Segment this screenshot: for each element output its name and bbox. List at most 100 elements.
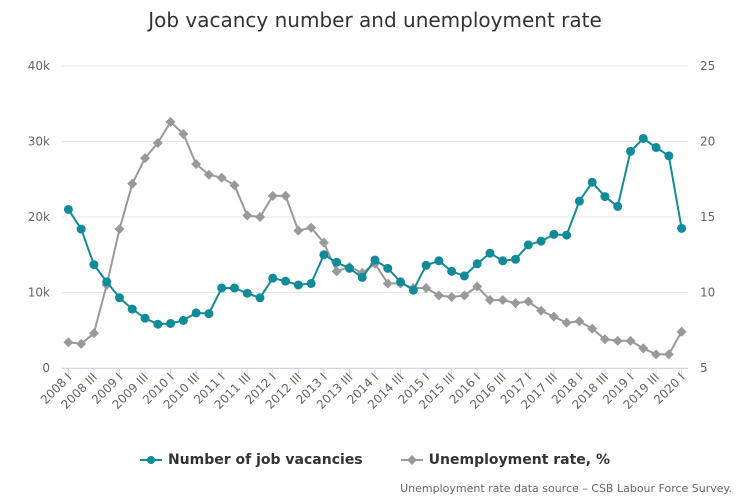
data-point-job-vacancies (242, 288, 252, 298)
data-point-unemployment-rate (318, 237, 329, 248)
data-point-job-vacancies (562, 230, 572, 240)
data-point-unemployment-rate (178, 128, 189, 139)
data-point-job-vacancies (549, 229, 559, 239)
data-point-job-vacancies (638, 133, 648, 143)
data-point-job-vacancies (677, 223, 687, 233)
data-point-job-vacancies (344, 263, 354, 273)
data-point-unemployment-rate (561, 317, 572, 328)
data-point-job-vacancies (459, 271, 469, 281)
data-point-job-vacancies (357, 272, 367, 282)
data-point-unemployment-rate (63, 337, 74, 348)
data-point-unemployment-rate (306, 222, 317, 233)
y-tick-label-left: 30k (28, 135, 50, 149)
data-point-job-vacancies (613, 201, 623, 211)
data-point-unemployment-rate (191, 159, 202, 170)
data-point-job-vacancies (191, 308, 201, 318)
data-point-job-vacancies (153, 319, 163, 329)
data-point-unemployment-rate (76, 338, 87, 349)
data-point-unemployment-rate (114, 224, 125, 235)
data-point-job-vacancies (166, 318, 176, 328)
data-point-unemployment-rate (574, 316, 585, 327)
data-point-unemployment-rate (255, 212, 266, 222)
legend-item-unemployment-rate[interactable]: Unemployment rate, % (400, 452, 611, 468)
data-point-unemployment-rate (472, 281, 483, 292)
data-point-unemployment-rate (88, 328, 99, 339)
data-point-job-vacancies (114, 293, 124, 303)
data-point-unemployment-rate (382, 278, 393, 289)
legend-label: Unemployment rate, % (428, 452, 611, 468)
data-point-job-vacancies (600, 192, 610, 202)
data-point-job-vacancies (408, 285, 418, 295)
y-tick-label-right: 10 (700, 286, 715, 300)
data-point-job-vacancies (319, 250, 329, 260)
data-point-unemployment-rate (203, 169, 214, 180)
data-point-unemployment-rate (229, 180, 240, 191)
data-point-job-vacancies (536, 236, 546, 246)
data-point-unemployment-rate (140, 153, 151, 164)
data-point-unemployment-rate (523, 296, 534, 307)
source-credit: Unemployment rate data source – CSB Labo… (400, 482, 732, 495)
data-point-unemployment-rate (267, 190, 278, 201)
data-point-job-vacancies (421, 260, 431, 270)
legend-item-job-vacancies[interactable]: Number of job vacancies (139, 452, 363, 468)
diamond-marker-icon (400, 455, 423, 465)
data-point-unemployment-rate (331, 266, 342, 277)
y-tick-label-left: 40k (28, 59, 50, 73)
data-point-unemployment-rate (510, 298, 521, 309)
data-point-unemployment-rate (599, 334, 610, 345)
data-point-job-vacancies (664, 151, 674, 161)
data-point-job-vacancies (651, 143, 661, 153)
data-point-job-vacancies (127, 304, 137, 314)
y-tick-label-right: 25 (700, 59, 715, 73)
data-point-unemployment-rate (676, 326, 687, 337)
data-point-job-vacancies (523, 240, 533, 250)
data-point-unemployment-rate (127, 178, 138, 189)
data-point-job-vacancies (217, 283, 227, 293)
data-point-job-vacancies (281, 276, 291, 286)
data-point-job-vacancies (255, 293, 265, 303)
data-point-unemployment-rate (446, 292, 457, 303)
data-point-unemployment-rate (651, 349, 662, 360)
data-point-job-vacancies (63, 204, 73, 214)
data-point-job-vacancies (511, 254, 521, 264)
data-point-job-vacancies (574, 196, 584, 206)
data-point-unemployment-rate (293, 225, 304, 236)
data-point-unemployment-rate (280, 190, 291, 201)
data-point-unemployment-rate (536, 305, 547, 316)
series-line-job-vacancies (67, 137, 683, 326)
y-tick-label-right: 20 (700, 135, 715, 149)
data-point-unemployment-rate (612, 335, 623, 346)
data-point-unemployment-rate (459, 290, 470, 301)
data-point-unemployment-rate (484, 295, 495, 306)
data-point-job-vacancies (229, 283, 239, 293)
data-point-job-vacancies (485, 248, 495, 258)
data-point-job-vacancies (587, 177, 597, 187)
data-point-unemployment-rate (433, 290, 444, 301)
data-point-unemployment-rate (625, 335, 636, 346)
data-point-job-vacancies (102, 277, 112, 287)
y-tick-label-left: 0 (42, 361, 50, 375)
data-point-job-vacancies (268, 273, 278, 283)
data-point-unemployment-rate (216, 172, 227, 183)
data-point-job-vacancies (383, 263, 393, 273)
data-point-unemployment-rate (242, 210, 253, 221)
data-point-job-vacancies (447, 266, 457, 276)
data-point-job-vacancies (370, 255, 380, 265)
data-point-job-vacancies (140, 313, 150, 323)
data-point-job-vacancies (498, 256, 508, 266)
y-tick-label-right: 5 (700, 361, 708, 375)
data-point-unemployment-rate (165, 116, 176, 127)
data-point-unemployment-rate (421, 282, 432, 293)
data-point-unemployment-rate (587, 323, 598, 334)
data-point-job-vacancies (293, 280, 303, 290)
data-point-job-vacancies (332, 257, 342, 267)
chart-title: Job vacancy number and unemployment rate (148, 8, 602, 32)
data-point-job-vacancies (396, 277, 406, 287)
data-point-job-vacancies (434, 256, 444, 266)
data-point-unemployment-rate (497, 295, 508, 306)
legend-label: Number of job vacancies (167, 452, 363, 468)
data-point-job-vacancies (204, 309, 214, 319)
data-point-job-vacancies (178, 315, 188, 325)
data-point-job-vacancies (306, 278, 316, 288)
data-point-unemployment-rate (548, 311, 559, 322)
